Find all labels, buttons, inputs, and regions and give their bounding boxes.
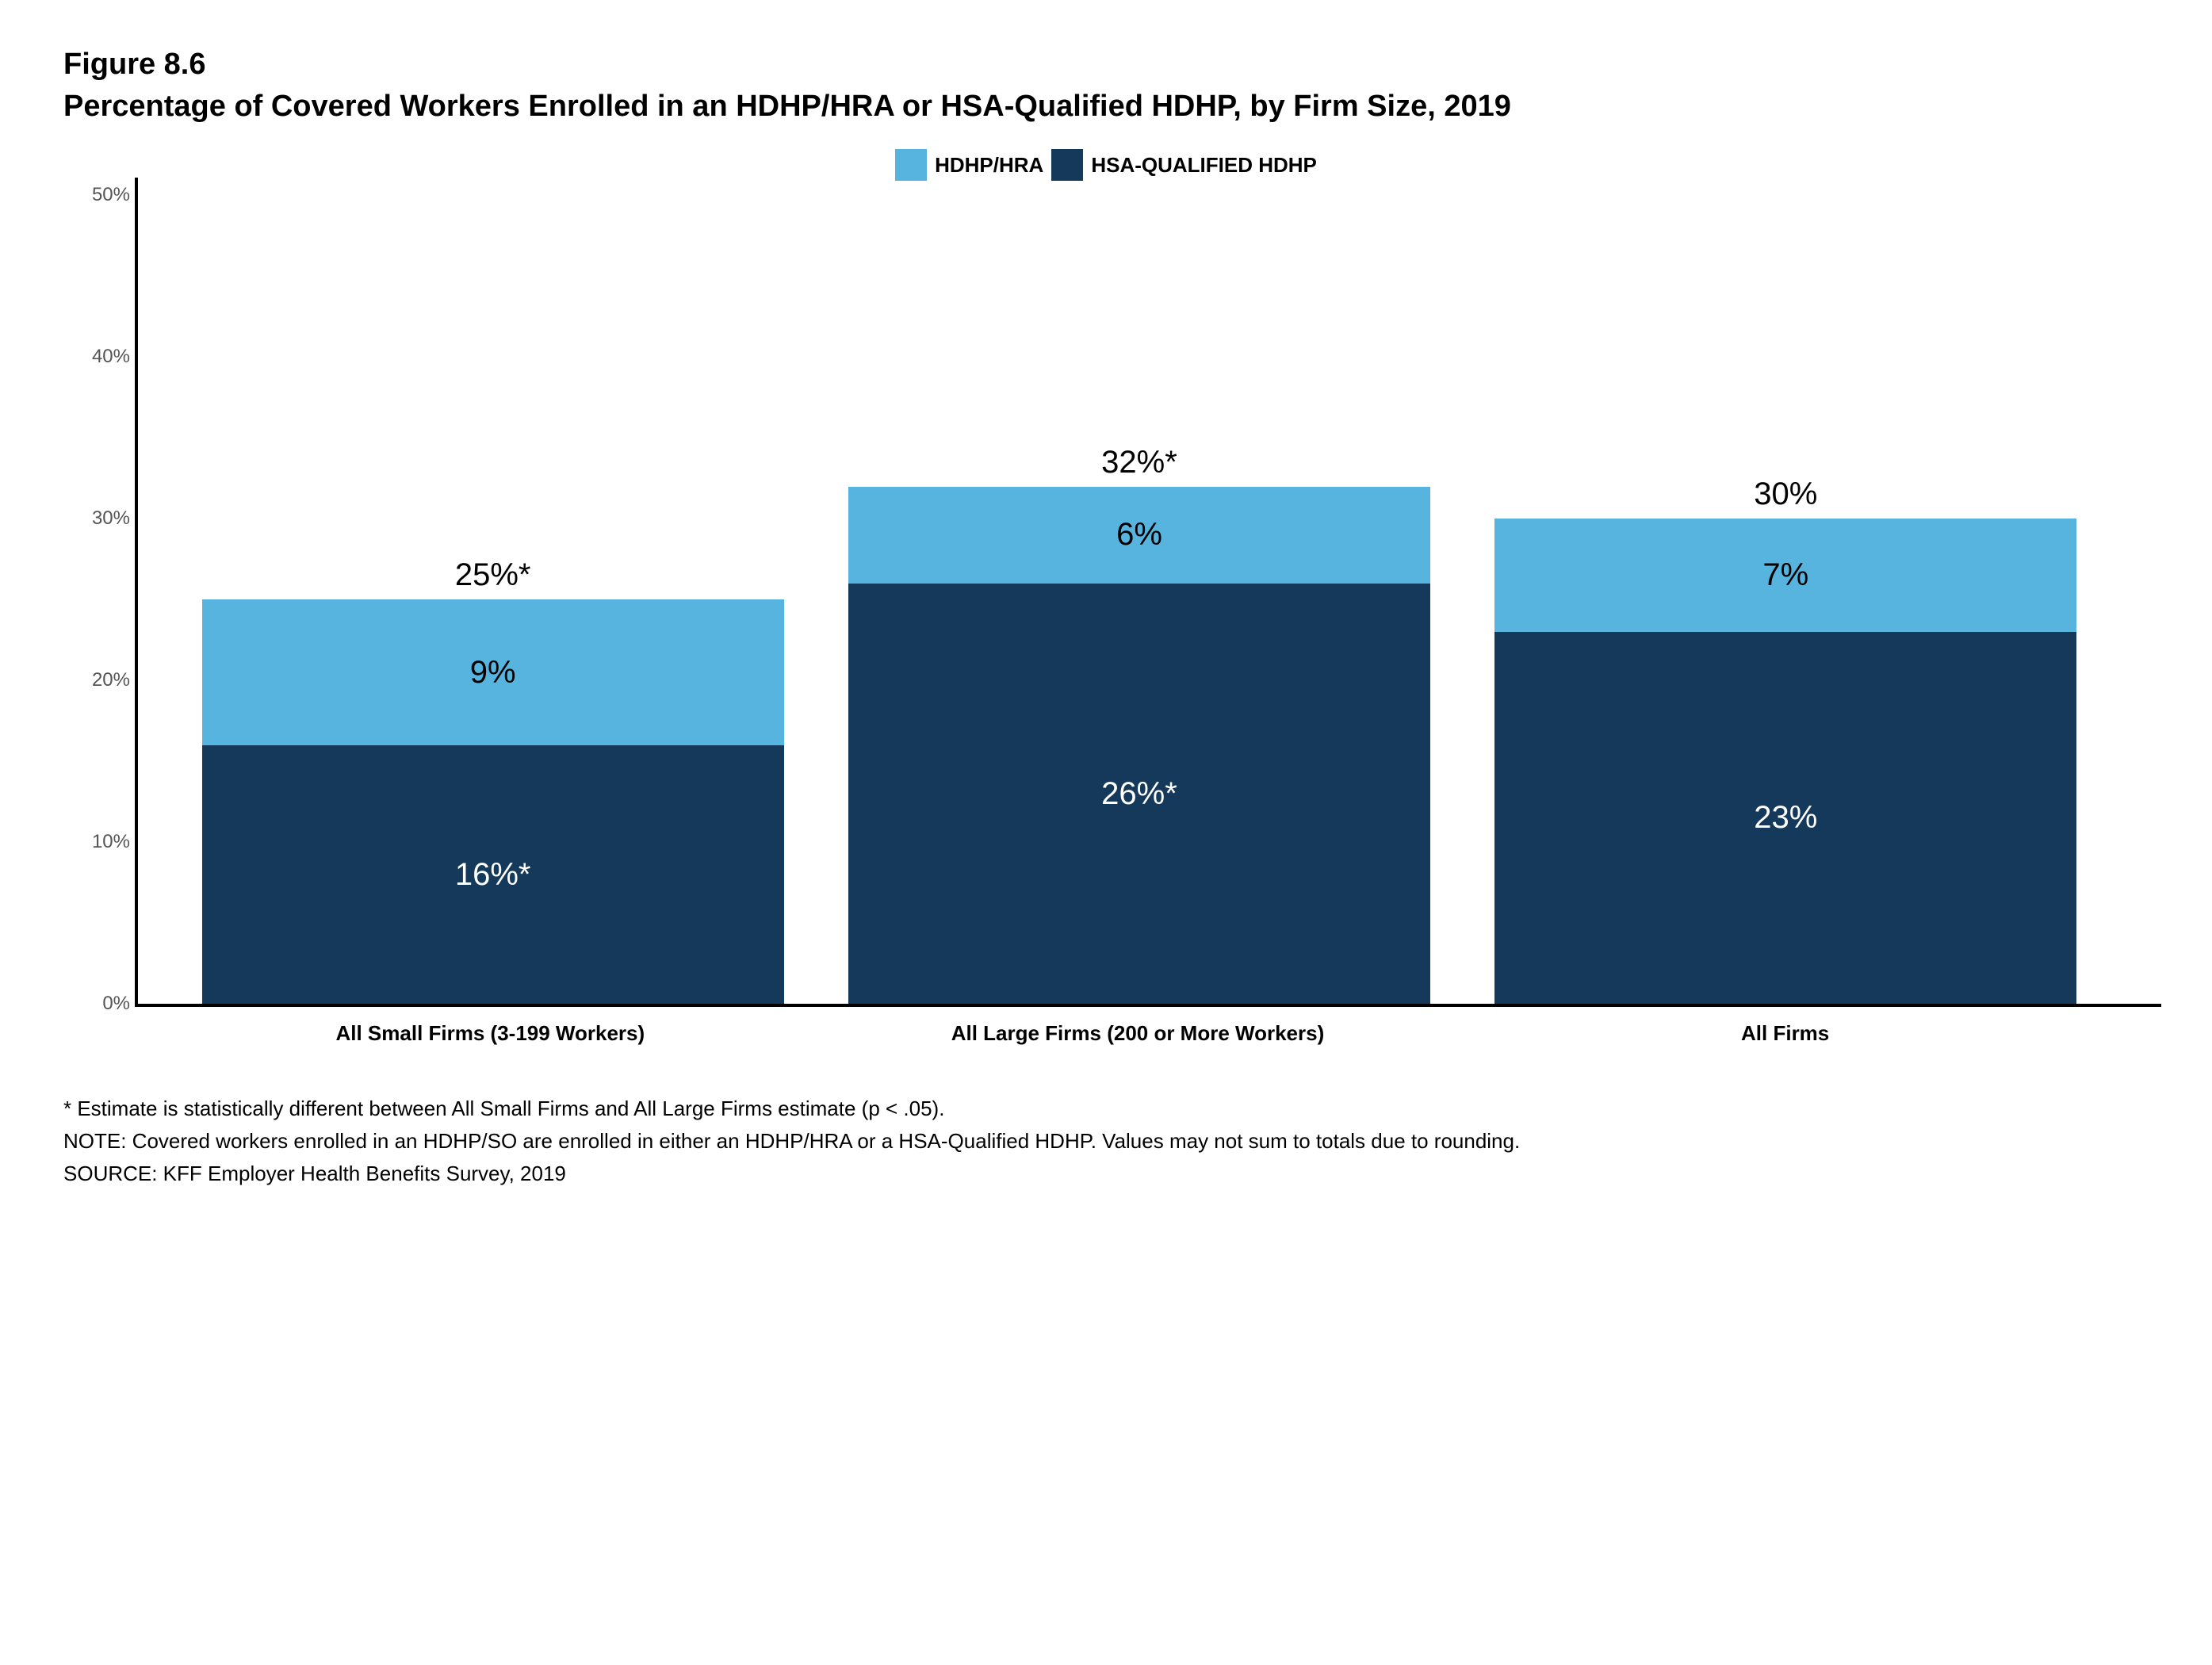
- footnote-source: SOURCE: KFF Employer Health Benefits Sur…: [63, 1158, 2149, 1189]
- y-tick-label: 30%: [67, 507, 130, 530]
- bar-total-label: 30%: [1754, 477, 1817, 512]
- bar-segment-hsa: 26%*: [848, 584, 1430, 1004]
- figure-number: Figure 8.6: [63, 48, 2149, 82]
- bar-stack: 6%26%*: [848, 487, 1430, 1005]
- bar-segment-hra: 7%: [1494, 519, 2076, 632]
- y-tick-label: 10%: [67, 831, 130, 853]
- legend-item-hsa: HSA-QUALIFIED HDHP: [1051, 149, 1317, 181]
- bar-segment-hra: 6%: [848, 487, 1430, 584]
- legend-label-hra: HDHP/HRA: [935, 153, 1043, 178]
- footnote-significance: * Estimate is statistically different be…: [63, 1093, 2149, 1124]
- bar-total-label: 25%*: [455, 557, 531, 593]
- bar-segment-hsa: 16%*: [202, 745, 784, 1004]
- x-axis-label: All Firms: [1494, 1021, 2076, 1046]
- legend-swatch-hra: [895, 149, 927, 181]
- legend-swatch-hsa: [1051, 149, 1083, 181]
- x-axis-label: All Large Firms (200 or More Workers): [846, 1021, 1429, 1046]
- bar-group: 25%* 9%16%*: [202, 198, 784, 1004]
- x-axis-labels: All Small Firms (3-199 Workers) All Large…: [135, 1007, 2141, 1046]
- bar-group: 30% 7%23%: [1494, 198, 2076, 1004]
- y-tick-label: 50%: [67, 184, 130, 206]
- bar-segment-hsa: 23%: [1494, 632, 2076, 1004]
- bar-stack: 7%23%: [1494, 519, 2076, 1004]
- legend: HDHP/HRA HSA-QUALIFIED HDHP: [63, 149, 2149, 181]
- bar-segment-hra: 9%: [202, 599, 784, 745]
- x-axis-label: All Small Firms (3-199 Workers): [199, 1021, 782, 1046]
- footnotes: * Estimate is statistically different be…: [63, 1093, 2149, 1189]
- legend-label-hsa: HSA-QUALIFIED HDHP: [1091, 153, 1317, 178]
- chart-area: 25%* 9%16%* 32%* 6%26%* 30% 7%23% 0% 10% 20% 30%…: [63, 198, 2149, 1046]
- plot: 25%*9%16%*32%*6%26%*30%7%23% 0%10%20%30%…: [135, 198, 2141, 1007]
- figure-title: Percentage of Covered Workers Enrolled i…: [63, 86, 2045, 127]
- figure: Figure 8.6 Percentage of Covered Workers…: [63, 48, 2149, 1189]
- y-axis-overshoot: [135, 178, 138, 198]
- legend-item-hra: HDHP/HRA: [895, 149, 1043, 181]
- bar-total-label: 32%*: [1101, 445, 1177, 480]
- y-tick-label: 20%: [67, 669, 130, 691]
- bar-group: 32%* 6%26%*: [848, 198, 1430, 1004]
- x-axis-overshoot: [2141, 1004, 2161, 1007]
- bar-stack: 9%16%*: [202, 599, 784, 1004]
- footnote-note: NOTE: Covered workers enrolled in an HDH…: [63, 1126, 2149, 1157]
- y-tick-label: 40%: [67, 346, 130, 368]
- y-tick-label: 0%: [67, 993, 130, 1015]
